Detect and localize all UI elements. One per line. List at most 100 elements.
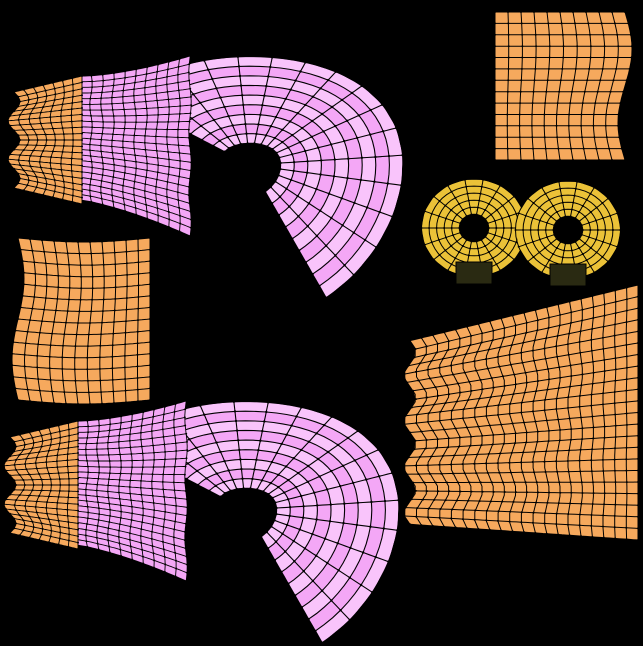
skirt-right-island-grid-vertex — [543, 460, 546, 463]
cups-island-cup-vertex — [555, 220, 558, 223]
skirt-right-island-grid-vertex — [481, 490, 484, 493]
cups-island-cup-vertex — [552, 229, 555, 231]
dress-upper-island-bodice-vertex — [88, 103, 91, 106]
dress-upper-island-collar-vertex — [81, 196, 83, 199]
dress-upper-island-bodice-vertex — [189, 87, 192, 90]
dress-upper-island-fan-vertex — [369, 133, 372, 136]
skirt-right-island-grid-vertex — [422, 405, 424, 407]
dress-lower-island-bodice-vertex — [140, 493, 143, 496]
dress-upper-island-collar-vertex — [42, 150, 45, 152]
sleeve-left-island-grid-vertex — [149, 248, 151, 251]
sleeve-left-island-grid-vertex — [22, 283, 25, 286]
skirt-right-island-grid-vertex — [484, 462, 487, 465]
dress-lower-island-bodice-vertex — [163, 465, 166, 468]
dress-upper-island-bodice-vertex — [134, 154, 137, 157]
dress-upper-island-bodice-vertex — [155, 185, 157, 188]
dress-upper-island-bodice-vertex — [101, 73, 104, 76]
sleeve-top-right-island-grid-vertex — [494, 67, 496, 70]
sleeve-left-island-grid-vertex — [33, 296, 36, 298]
sleeve-top-right-island-grid-vertex — [546, 159, 548, 161]
dress-lower-island-fan-edge-spoke — [266, 531, 351, 621]
sleeve-left-island-grid-vertex — [78, 252, 81, 255]
skirt-right-island-grid-vertex — [602, 403, 604, 406]
dress-lower-island-collar-vertex — [66, 502, 69, 505]
dress-upper-island-collar-vertex — [62, 180, 65, 183]
cups-island-cup-edge-spoke — [480, 239, 501, 271]
skirt-right-island-grid-vertex — [453, 355, 456, 358]
sleeve-top-right-island-grid-vertex — [518, 136, 521, 139]
dress-upper-island-collar-vertex — [81, 171, 83, 173]
dress-lower-island-fan-vertex — [251, 477, 254, 481]
dress-lower-island-bodice-vertex — [119, 504, 122, 507]
cups-island-cup-vertex — [544, 265, 547, 268]
dress-lower-island-bodice-vertex — [97, 548, 100, 551]
dress-lower-island-fan-vertex — [303, 547, 307, 550]
dress-lower-island-bodice-vertex — [107, 453, 110, 456]
sleeve-top-right-island-grid-vertex — [600, 22, 603, 25]
dress-upper-island-bodice-vertex — [90, 132, 93, 135]
dress-upper-island-fan-vertex — [301, 126, 304, 130]
cups-island-cup-vertex — [480, 215, 483, 218]
skirt-right-island-grid-vertex — [503, 433, 506, 436]
dress-upper-island-fan-vertex — [307, 202, 311, 205]
dress-upper-island-bodice-vertex — [188, 202, 191, 205]
dress-lower-island-fan-vertex — [353, 459, 357, 462]
skirt-right-island-grid-vertex — [443, 525, 446, 528]
dress-upper-island-bodice-vertex — [190, 104, 193, 107]
dress-lower-island-collar-vertex — [13, 463, 16, 466]
dress-lower-island-collar-edge-loop — [5, 452, 79, 462]
dress-upper-island-collar-vertex — [19, 177, 21, 180]
dress-lower-island-collar-edge-loop — [9, 420, 79, 438]
dress-upper-island-collar-vertex — [72, 139, 75, 141]
skirt-right-island-grid-vertex — [614, 379, 617, 382]
dress-lower-island-bodice-vertex — [86, 459, 88, 462]
dress-lower-island-bodice-fill — [74, 401, 188, 581]
dress-lower-island-bodice-vertex — [173, 434, 176, 437]
skirt-right-island-grid-vertex — [443, 428, 446, 431]
skirt-right-island-grid-vertex — [625, 298, 628, 301]
skirt-right-island-grid-vertex — [625, 458, 628, 461]
dress-lower-island-bodice-vertex — [185, 457, 188, 460]
cups-island-cup-vertex — [484, 209, 487, 211]
sleeve-top-right-island-grid-vertex — [531, 113, 533, 116]
sleeve-left-island-grid-vertex — [91, 275, 94, 278]
cups-island-cup-edge-spoke — [424, 210, 461, 224]
dress-lower-island-collar-vertex — [50, 438, 53, 441]
dress-lower-island-fan-vertex — [223, 492, 227, 495]
skirt-right-island-grid-vertex — [459, 391, 462, 394]
sleeve-left-island-grid-vertex — [137, 261, 140, 264]
dress-upper-island-collar-vertex — [32, 128, 35, 131]
skirt-right-island-grid-vertex — [547, 326, 550, 329]
dress-lower-island-fan-edge-spoke — [268, 430, 359, 495]
skirt-right-island-grid-vertex — [486, 471, 489, 474]
skirt-right-island-grid-vertex — [602, 347, 605, 350]
skirt-right-island-grid-vertex — [498, 471, 501, 474]
dress-upper-island-bodice-vertex — [89, 109, 92, 112]
dress-lower-island-fan-vertex — [205, 477, 208, 480]
dress-lower-island-fan-edge-spoke — [276, 499, 399, 509]
cups-island-cup-vertex — [522, 229, 525, 231]
sleeve-top-right-island-grid-vertex — [604, 124, 607, 127]
dress-upper-island-collar-vertex — [35, 91, 38, 94]
sleeve-top-right-island-grid-vertex — [624, 11, 626, 13]
dress-lower-island-bodice-vertex — [174, 520, 177, 523]
skirt-right-island-grid-vertex — [470, 435, 473, 438]
sleeve-left-island-grid-vertex — [125, 262, 128, 265]
dress-upper-island-collar-vertex — [63, 186, 66, 189]
cups-island-cup-vertex — [589, 229, 592, 231]
skirt-right-island-grid-vertex — [514, 491, 517, 494]
dress-upper-island-collar-vertex — [7, 119, 9, 122]
dress-lower-island-fan-vertex — [293, 560, 296, 563]
cups-island-cup-vertex — [595, 251, 598, 254]
dress-lower-island-fan-vertex — [275, 512, 278, 516]
dress-lower-island-bodice-vertex — [162, 540, 164, 543]
skirt-right-island-grid-vertex — [501, 394, 504, 397]
dress-upper-island-collar-vertex — [29, 154, 32, 157]
skirt-right-island-grid-vertex — [457, 382, 460, 385]
dress-lower-island-fan-vertex — [281, 532, 284, 535]
skirt-right-island-grid-vertex — [533, 450, 536, 453]
cups-island-cup-vertex — [539, 238, 541, 241]
sleeve-top-right-island-grid-vertex — [547, 22, 550, 25]
skirt-right-island-grid-vertex — [447, 446, 450, 449]
dress-upper-island-fan-vertex — [242, 103, 245, 107]
